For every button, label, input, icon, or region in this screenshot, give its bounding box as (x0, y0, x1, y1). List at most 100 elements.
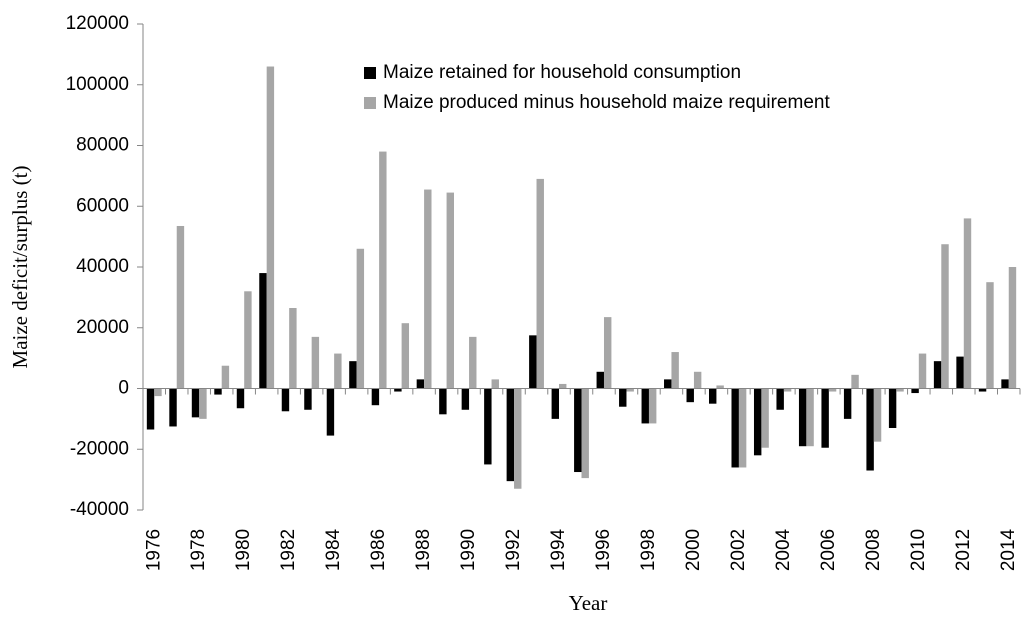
bar (416, 379, 425, 389)
y-tick-label: 100000 (66, 74, 129, 95)
bar (753, 388, 762, 456)
bar (154, 388, 162, 397)
bar (371, 388, 380, 406)
x-tick-label: 1976 (143, 529, 164, 571)
bar (169, 388, 177, 427)
bar (783, 388, 792, 392)
x-tick-label: 2008 (863, 529, 884, 571)
x-tick-label: 1996 (593, 529, 614, 571)
bar (514, 388, 522, 489)
bar (986, 282, 994, 389)
bar (716, 385, 724, 389)
bar (469, 336, 477, 389)
bar (281, 388, 290, 412)
bar (828, 388, 837, 392)
legend-label: Maize retained for household consumption (383, 62, 741, 83)
bar (266, 66, 275, 389)
x-tick-label: 1992 (503, 529, 524, 571)
x-tick-label: 2012 (953, 529, 974, 571)
bar (873, 388, 882, 442)
bar (214, 388, 222, 395)
bar (446, 192, 454, 389)
bar (581, 388, 589, 479)
bar (596, 371, 604, 389)
bar (221, 365, 230, 389)
bar (574, 388, 582, 473)
bar (866, 388, 874, 471)
legend-swatch (364, 97, 376, 109)
bar (439, 388, 447, 415)
x-tick-label: 1984 (323, 528, 344, 571)
x-tick-label: 1978 (188, 529, 209, 571)
bar (978, 388, 987, 392)
bar (933, 361, 942, 389)
bar (709, 388, 717, 404)
x-tick-label: 1998 (638, 529, 659, 571)
bar (551, 388, 560, 419)
x-tick-label: 2014 (998, 528, 1019, 571)
x-tick-label: 1990 (458, 529, 479, 571)
bar (401, 323, 410, 389)
bar (941, 244, 949, 389)
bar (806, 388, 814, 447)
bar (761, 388, 769, 448)
x-tick-label: 2004 (773, 528, 794, 571)
bar (304, 388, 312, 410)
bar (851, 374, 859, 389)
bar (963, 218, 972, 389)
bar (289, 308, 297, 389)
bar (641, 388, 649, 424)
y-tick-label: 0 (118, 378, 129, 399)
bar (461, 388, 470, 410)
bar (626, 388, 634, 392)
x-axis-title: Year (569, 591, 608, 615)
bar (484, 388, 492, 465)
y-tick-label: 80000 (76, 135, 129, 156)
x-tick-label: 1980 (233, 529, 254, 571)
bar (536, 178, 544, 389)
bar (379, 151, 387, 389)
bar (236, 388, 245, 409)
bar (394, 388, 402, 392)
bar (671, 352, 679, 389)
bar (619, 388, 627, 407)
x-tick-label: 2000 (683, 529, 704, 571)
legend-swatch (364, 67, 376, 79)
bar (529, 335, 537, 389)
bar (888, 388, 897, 428)
bar (424, 189, 432, 389)
x-tick-label: 1988 (413, 529, 434, 571)
bar (738, 388, 747, 468)
bar (146, 388, 155, 430)
bar (648, 388, 657, 424)
bar (311, 336, 320, 389)
bar (326, 388, 335, 436)
bar (664, 379, 672, 389)
bar (843, 388, 852, 419)
y-tick-label: -40000 (70, 499, 129, 520)
bar (731, 388, 739, 468)
bar (798, 388, 807, 447)
y-tick-label: 40000 (76, 256, 129, 277)
bar (356, 248, 365, 389)
bar (1008, 267, 1017, 389)
bar (896, 388, 904, 392)
bar (559, 383, 567, 389)
bar (349, 361, 357, 389)
bar (603, 317, 612, 389)
y-tick-label: 20000 (76, 317, 129, 338)
x-tick-label: 1982 (278, 529, 299, 571)
x-tick-label: 1986 (368, 529, 389, 571)
bar (956, 356, 964, 389)
bar (918, 353, 927, 389)
bar (693, 371, 702, 389)
y-tick-label: -20000 (70, 438, 129, 459)
x-tick-label: 2010 (908, 529, 929, 571)
bar (1001, 379, 1009, 389)
bar (199, 388, 207, 419)
bar (776, 388, 784, 410)
bar (506, 388, 515, 482)
x-tick-label: 1994 (548, 528, 569, 571)
bar (259, 273, 267, 389)
x-tick-label: 2006 (818, 529, 839, 571)
